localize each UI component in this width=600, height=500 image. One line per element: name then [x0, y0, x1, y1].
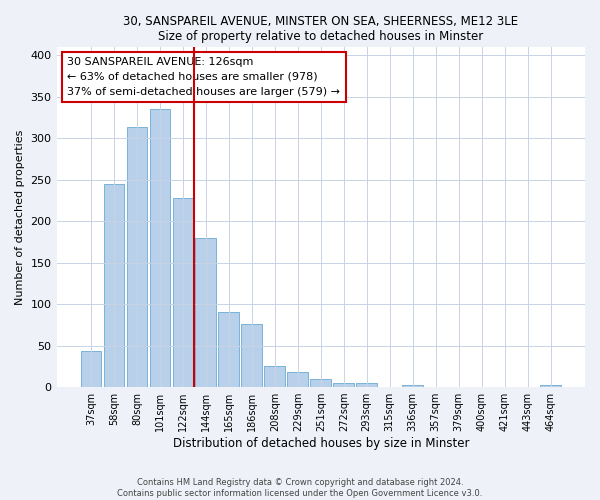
Bar	[241, 324, 262, 387]
Bar	[218, 312, 239, 387]
Bar	[310, 379, 331, 387]
Bar	[173, 198, 193, 387]
Bar	[540, 386, 561, 387]
Bar	[265, 366, 285, 387]
Bar	[149, 109, 170, 387]
X-axis label: Distribution of detached houses by size in Minster: Distribution of detached houses by size …	[173, 437, 469, 450]
Bar	[80, 350, 101, 387]
Bar	[104, 184, 124, 387]
Text: Contains HM Land Registry data © Crown copyright and database right 2024.
Contai: Contains HM Land Registry data © Crown c…	[118, 478, 482, 498]
Bar	[334, 383, 354, 387]
Bar	[127, 128, 147, 387]
Y-axis label: Number of detached properties: Number of detached properties	[15, 130, 25, 304]
Bar	[287, 372, 308, 387]
Bar	[196, 238, 216, 387]
Bar	[403, 386, 423, 387]
Text: 30 SANSPAREIL AVENUE: 126sqm
← 63% of detached houses are smaller (978)
37% of s: 30 SANSPAREIL AVENUE: 126sqm ← 63% of de…	[67, 57, 340, 96]
Bar	[356, 383, 377, 387]
Title: 30, SANSPAREIL AVENUE, MINSTER ON SEA, SHEERNESS, ME12 3LE
Size of property rela: 30, SANSPAREIL AVENUE, MINSTER ON SEA, S…	[123, 15, 518, 43]
